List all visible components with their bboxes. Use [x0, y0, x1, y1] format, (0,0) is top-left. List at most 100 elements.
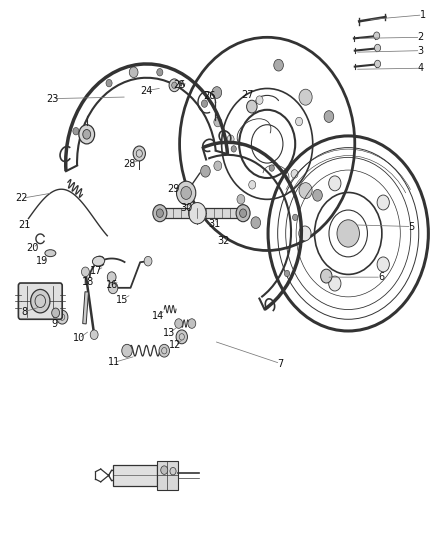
Text: 21: 21 [18, 221, 30, 230]
Circle shape [214, 161, 222, 171]
Circle shape [177, 181, 196, 205]
Text: 25: 25 [173, 80, 186, 90]
Circle shape [269, 165, 274, 171]
Circle shape [231, 146, 237, 152]
Circle shape [274, 59, 283, 71]
Text: 29: 29 [167, 184, 179, 194]
Text: 3: 3 [417, 46, 424, 55]
Circle shape [377, 257, 389, 272]
Circle shape [175, 319, 183, 328]
Bar [113, 465, 157, 486]
Circle shape [374, 32, 380, 39]
Circle shape [156, 209, 163, 217]
Text: 9: 9 [52, 319, 58, 329]
Circle shape [73, 127, 79, 135]
Circle shape [227, 135, 234, 143]
Text: 32: 32 [217, 236, 230, 246]
Circle shape [212, 87, 222, 99]
Circle shape [81, 267, 89, 277]
Text: 23: 23 [46, 94, 59, 103]
Circle shape [214, 117, 222, 127]
Ellipse shape [92, 256, 105, 266]
Text: 6: 6 [378, 272, 384, 282]
Text: 11: 11 [108, 358, 120, 367]
Circle shape [256, 96, 263, 104]
Circle shape [57, 310, 68, 324]
Circle shape [374, 44, 381, 52]
Circle shape [106, 79, 112, 87]
Text: 26: 26 [203, 91, 215, 101]
Circle shape [328, 276, 341, 291]
Circle shape [284, 270, 290, 277]
Text: 12: 12 [169, 341, 181, 350]
Text: 8: 8 [21, 307, 27, 317]
Circle shape [247, 100, 257, 113]
Bar [157, 461, 178, 490]
Text: 13: 13 [162, 328, 175, 338]
Circle shape [153, 205, 167, 222]
Circle shape [337, 220, 360, 247]
Circle shape [201, 165, 210, 177]
Bar [83, 292, 88, 324]
FancyBboxPatch shape [18, 283, 62, 319]
Circle shape [31, 289, 50, 313]
Circle shape [133, 146, 145, 161]
Text: 24: 24 [141, 86, 153, 95]
Circle shape [157, 69, 163, 76]
Circle shape [313, 189, 322, 201]
Circle shape [161, 466, 168, 474]
Circle shape [201, 100, 208, 107]
Text: 30: 30 [180, 203, 192, 213]
Text: 1: 1 [420, 10, 426, 20]
Circle shape [181, 187, 191, 199]
Circle shape [296, 117, 303, 126]
Text: 20: 20 [27, 243, 39, 253]
Circle shape [236, 205, 250, 222]
Circle shape [324, 111, 334, 123]
Circle shape [240, 209, 247, 217]
Circle shape [237, 195, 245, 204]
Circle shape [374, 60, 381, 68]
Text: 17: 17 [90, 266, 102, 276]
Circle shape [251, 217, 261, 229]
Text: 10: 10 [73, 334, 85, 343]
Text: 5: 5 [409, 222, 415, 231]
Circle shape [172, 82, 177, 88]
Circle shape [90, 330, 98, 340]
Circle shape [299, 183, 312, 199]
Text: 15: 15 [117, 295, 129, 304]
Ellipse shape [45, 249, 56, 257]
Circle shape [328, 176, 341, 191]
Text: 16: 16 [106, 280, 118, 290]
Circle shape [129, 67, 138, 78]
Circle shape [293, 214, 298, 221]
Circle shape [83, 130, 91, 139]
Circle shape [170, 467, 176, 475]
Text: 27: 27 [241, 90, 254, 100]
Circle shape [159, 344, 170, 357]
Circle shape [176, 330, 187, 344]
Text: 18: 18 [81, 278, 94, 287]
Circle shape [188, 319, 196, 328]
Circle shape [52, 308, 60, 318]
Circle shape [122, 344, 132, 357]
Circle shape [169, 79, 180, 92]
Circle shape [321, 269, 332, 283]
Text: 7: 7 [277, 359, 283, 368]
Circle shape [79, 125, 95, 144]
Circle shape [144, 256, 152, 266]
Circle shape [107, 272, 116, 282]
Text: 28: 28 [123, 159, 135, 169]
Text: 19: 19 [35, 256, 48, 266]
Circle shape [291, 169, 298, 178]
Circle shape [377, 195, 389, 210]
Text: 14: 14 [152, 311, 164, 320]
Bar [160, 208, 243, 218]
Circle shape [189, 203, 206, 224]
Circle shape [299, 226, 311, 241]
Circle shape [108, 282, 118, 294]
Text: 22: 22 [16, 193, 28, 203]
Circle shape [299, 89, 312, 105]
Text: 4: 4 [417, 63, 424, 73]
Circle shape [249, 181, 256, 189]
